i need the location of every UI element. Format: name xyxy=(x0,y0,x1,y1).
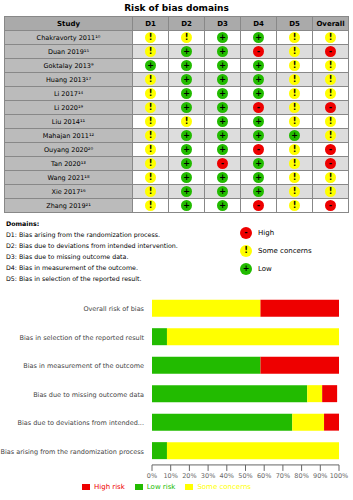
svg-text:100%: 100% xyxy=(330,472,345,480)
svg-text:Bias in measurement of the out: Bias in measurement of the outcome xyxy=(23,362,144,370)
html-text:D4: D4 xyxy=(253,19,264,28)
html-text:High: High xyxy=(258,229,275,237)
svg-text:Bias due to missing outcome da: Bias due to missing outcome data xyxy=(33,391,144,399)
html-text:Some concerns: Some concerns xyxy=(258,247,312,255)
html-text:D5: D5 xyxy=(289,19,300,28)
svg-text:70%: 70% xyxy=(276,472,290,480)
html-text:D3: Bias due to missing outcom: D3: Bias due to missing outcome data. xyxy=(6,253,129,260)
html-text:Liu 2014¹¹: Liu 2014¹¹ xyxy=(51,117,86,126)
html-text:D5: Bias in selection of the r: D5: Bias in selection of the reported re… xyxy=(6,275,142,282)
html-text:Tan 2020¹³: Tan 2020¹³ xyxy=(51,159,86,168)
svg-text:Overall risk of bias: Overall risk of bias xyxy=(83,305,144,313)
svg-text:Bias due to deviations from in: Bias due to deviations from intended... xyxy=(17,419,144,427)
html-text:Duan 2019¹⁵: Duan 2019¹⁵ xyxy=(48,47,89,56)
html-text:D4: Bias in measurement of the: D4: Bias in measurement of the outcome. xyxy=(6,264,138,271)
html-text:Ouyang 2020²⁰: Ouyang 2020²⁰ xyxy=(43,145,94,154)
html-text:Huang 2013¹⁷: Huang 2013¹⁷ xyxy=(46,75,91,84)
html-text:High risk: High risk xyxy=(94,482,125,491)
svg-text:90%: 90% xyxy=(313,472,327,480)
html-text:Xie 2017¹⁶: Xie 2017¹⁶ xyxy=(51,187,86,196)
html-text:Overall: Overall xyxy=(316,19,345,28)
svg-text:60%: 60% xyxy=(257,472,271,480)
html-text:Some concerns: Some concerns xyxy=(197,482,251,491)
svg-text:30%: 30% xyxy=(201,472,215,480)
svg-text:Bias in selection of the repor: Bias in selection of the reported result xyxy=(20,334,145,342)
svg-text:0%: 0% xyxy=(147,472,157,480)
html-text:D1: D1 xyxy=(145,19,156,28)
html-text:D3: D3 xyxy=(217,19,228,28)
html-text:Domains:: Domains: xyxy=(6,220,40,227)
html-text:Mahajan 2011¹²: Mahajan 2011¹² xyxy=(42,131,95,140)
svg-text:20%: 20% xyxy=(182,472,196,480)
html-text:D2: D2 xyxy=(181,19,192,28)
html-text:Risk of bias domains: Risk of bias domains xyxy=(124,3,229,13)
svg-text:Bias arising from the randomiz: Bias arising from the randomization proc… xyxy=(8,448,145,456)
html-text:Li 2020¹⁹: Li 2020¹⁹ xyxy=(53,103,84,112)
html-text:D1: Bias arising from the rand: D1: Bias arising from the randomization … xyxy=(6,231,160,238)
html-text:D2: Bias due to deviations fro: D2: Bias due to deviations from intended… xyxy=(6,242,178,249)
html-text:Chakravorty 2011¹⁰: Chakravorty 2011¹⁰ xyxy=(36,33,101,42)
html-text:Low: Low xyxy=(258,265,272,273)
html-text:Goktalay 2013⁹: Goktalay 2013⁹ xyxy=(43,61,94,70)
svg-text:80%: 80% xyxy=(294,472,308,480)
svg-text:50%: 50% xyxy=(238,472,252,480)
html-text:Li 2017¹⁴: Li 2017¹⁴ xyxy=(53,89,84,98)
html-text:Zhang 2019²¹: Zhang 2019²¹ xyxy=(46,201,91,210)
svg-text:40%: 40% xyxy=(220,472,234,480)
svg-text:10%: 10% xyxy=(163,472,177,480)
html-text:Study: Study xyxy=(57,19,80,28)
html-text:Wang 2021¹⁸: Wang 2021¹⁸ xyxy=(47,173,90,182)
html-text:Low risk: Low risk xyxy=(146,482,176,491)
